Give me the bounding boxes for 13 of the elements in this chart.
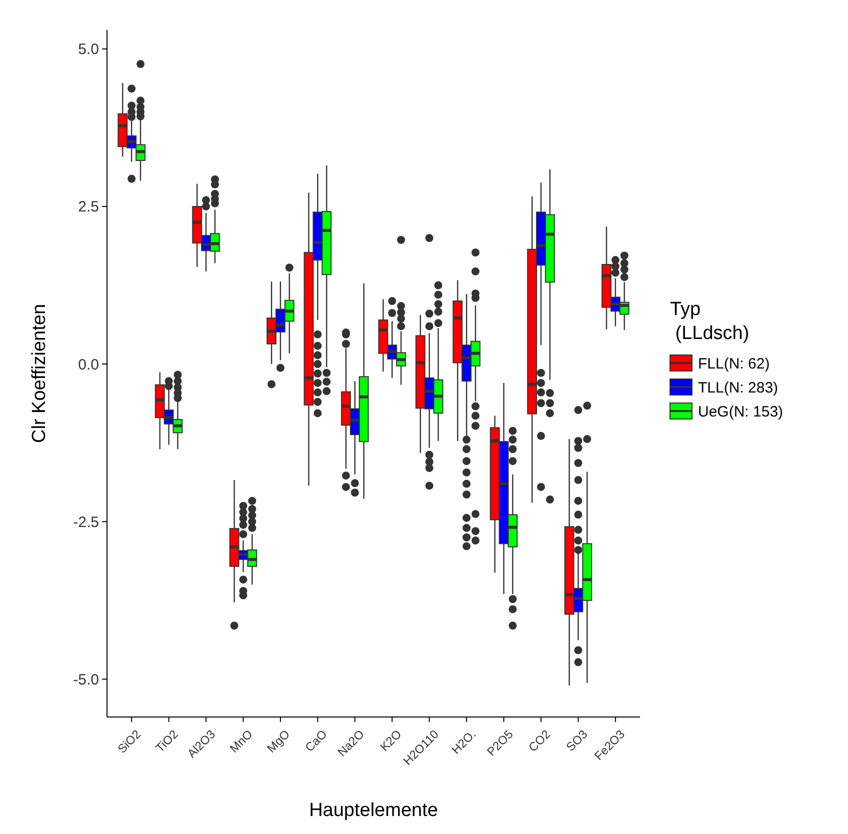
y-tick-label: 5.0 — [78, 41, 99, 58]
x-tick-label: CaO — [302, 727, 330, 755]
legend-title: Typ (LLdsch) — [670, 299, 750, 344]
y-tick-label: 2.5 — [78, 198, 99, 216]
legend-label: FLL(N: 62) — [698, 355, 770, 372]
y-tick-label: -5.0 — [73, 671, 99, 688]
y-tick-label: 0.0 — [78, 356, 99, 374]
y-axis-title: Clr Koeffizienten — [29, 304, 50, 444]
x-axis-title: Hauptelemente — [309, 800, 438, 821]
x-tick-label: K2O — [377, 727, 404, 754]
y-tick-label: -2.5 — [73, 514, 99, 531]
legend-label: UeG(N: 153) — [698, 403, 784, 420]
legend-label: TLL(N: 283) — [698, 379, 778, 396]
